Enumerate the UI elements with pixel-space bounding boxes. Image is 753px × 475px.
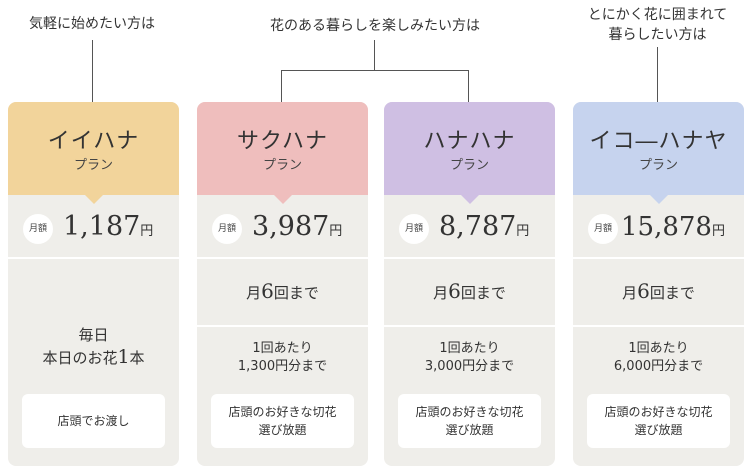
plan-card-iko-hanaya[interactable]: イコ―ハナヤ プラン 月額 15,878円 月6回まで 1回あたり 6,000円… <box>573 102 744 466</box>
monthly-badge: 月額 <box>399 214 429 244</box>
plan-card-hana-hana[interactable]: ハナハナ プラン 月額 8,787円 月6回まで 1回あたり 3,000円分まで… <box>384 102 555 466</box>
plan-label: プラン <box>262 158 302 173</box>
frequency-row: 月6回まで <box>384 259 555 327</box>
benefit-line2: 選び放題 <box>445 423 494 437</box>
daily-count: 1 <box>117 346 130 368</box>
freq-pre: 月 <box>246 284 262 302</box>
connector-line-enjoy-bar <box>281 70 469 71</box>
header-notch <box>272 194 293 204</box>
plan-card-saku-hana[interactable]: サクハナ プラン 月額 3,987円 月6回まで 1回あたり 1,300円分まで… <box>197 102 368 466</box>
price: 15,878円 <box>621 207 725 252</box>
monthly-badge: 月額 <box>588 214 618 244</box>
per-visit-row: 1回あたり 3,000円分まで <box>384 327 555 383</box>
connector-line-enjoy-left <box>281 70 282 102</box>
connector-line-enjoy-stem <box>374 40 375 70</box>
price: 3,987円 <box>252 207 342 252</box>
benefit-line1: 店頭のお好きな切花 <box>604 405 713 419</box>
price-value: 1,187 <box>63 211 141 242</box>
benefit-box: 店頭のお好きな切花 選び放題 <box>587 394 730 448</box>
connector-line-enjoy-right <box>468 70 469 102</box>
header-notch <box>648 194 669 204</box>
price-value: 15,878 <box>621 212 712 242</box>
benefit-line2: 選び放題 <box>258 423 307 437</box>
per-line1: 1回あたり <box>252 341 313 356</box>
frequency-row: 月6回まで <box>573 259 744 327</box>
daily-line2: 本日のお花1本 <box>8 346 179 369</box>
caption-enjoy: 花のある暮らしを楽しみたい方は <box>270 18 480 34</box>
price-row: 月額 3,987円 <box>197 195 368 259</box>
connector-line-surround <box>657 47 658 102</box>
caption-surround: とにかく花に囲まれて 暮らしたい方は <box>570 5 745 45</box>
benefit-line1: 店頭のお好きな切花 <box>228 405 337 419</box>
plan-card-ii-hana[interactable]: イイハナ プラン 月額 1,187円 毎日 本日のお花1本 店頭でお渡し <box>8 102 179 466</box>
benefit-box: 店頭のお好きな切花 選び放題 <box>398 394 541 448</box>
daily-line2-pre: 本日のお花 <box>42 349 118 367</box>
per-line2: 3,000円分まで <box>424 359 515 374</box>
benefit-line1: 店頭のお好きな切花 <box>415 405 524 419</box>
monthly-badge: 月額 <box>23 214 53 244</box>
per-line1: 1回あたり <box>628 341 689 356</box>
freq-pre: 月 <box>622 284 638 302</box>
per-line2: 1,300円分まで <box>237 359 328 374</box>
freq-count: 6 <box>448 279 461 303</box>
benefit-line2: 選び放題 <box>634 423 683 437</box>
plan-name: ハナハナ <box>423 129 516 154</box>
freq-post: 回まで <box>460 284 506 302</box>
per-line1: 1回あたり <box>439 341 500 356</box>
freq-pre: 月 <box>433 284 449 302</box>
header-notch <box>83 194 104 204</box>
price-yen: 円 <box>711 224 725 239</box>
price-yen: 円 <box>516 224 530 239</box>
daily-line1: 毎日 <box>78 326 109 344</box>
price-row: 月額 8,787円 <box>384 195 555 259</box>
per-visit-row: 1回あたり 1,300円分まで <box>197 327 368 383</box>
connector-line-casual <box>92 40 93 102</box>
plan-name: イイハナ <box>47 129 140 154</box>
plan-header: イコ―ハナヤ プラン <box>573 102 744 204</box>
plan-label: プラン <box>73 158 113 173</box>
freq-count: 6 <box>261 279 274 303</box>
price-value: 8,787 <box>439 211 517 242</box>
plan-name: イコ―ハナヤ <box>589 129 728 154</box>
benefit-box: 店頭のお好きな切花 選び放題 <box>211 394 354 448</box>
daily-info: 毎日 本日のお花1本 <box>8 324 179 369</box>
freq-count: 6 <box>637 279 650 303</box>
price-row: 月額 15,878円 <box>573 195 744 259</box>
plan-label: プラン <box>638 158 678 173</box>
monthly-badge: 月額 <box>212 214 242 244</box>
caption-surround-line1: とにかく花に囲まれて <box>587 7 728 23</box>
price: 8,787円 <box>439 207 529 252</box>
caption-casual: 気軽に始めたい方は <box>29 16 155 32</box>
frequency-row: 月6回まで <box>197 259 368 327</box>
price-yen: 円 <box>140 224 154 239</box>
plan-label: プラン <box>449 158 489 173</box>
freq-post: 回まで <box>649 284 695 302</box>
header-notch <box>459 194 480 204</box>
plan-header: イイハナ プラン <box>8 102 179 204</box>
caption-surround-line2: 暮らしたい方は <box>608 27 707 43</box>
freq-post: 回まで <box>273 284 319 302</box>
price: 1,187円 <box>63 207 153 252</box>
price-yen: 円 <box>329 224 343 239</box>
daily-line2-post: 本 <box>129 349 145 367</box>
price-value: 3,987 <box>252 211 330 242</box>
benefit-text: 店頭でお渡し <box>57 414 130 428</box>
plan-header: ハナハナ プラン <box>384 102 555 204</box>
plan-name: サクハナ <box>237 129 328 154</box>
benefit-box: 店頭でお渡し <box>22 394 165 448</box>
per-visit-row: 1回あたり 6,000円分まで <box>573 327 744 383</box>
plan-header: サクハナ プラン <box>197 102 368 204</box>
per-line2: 6,000円分まで <box>613 359 704 374</box>
price-row: 月額 1,187円 <box>8 195 179 259</box>
